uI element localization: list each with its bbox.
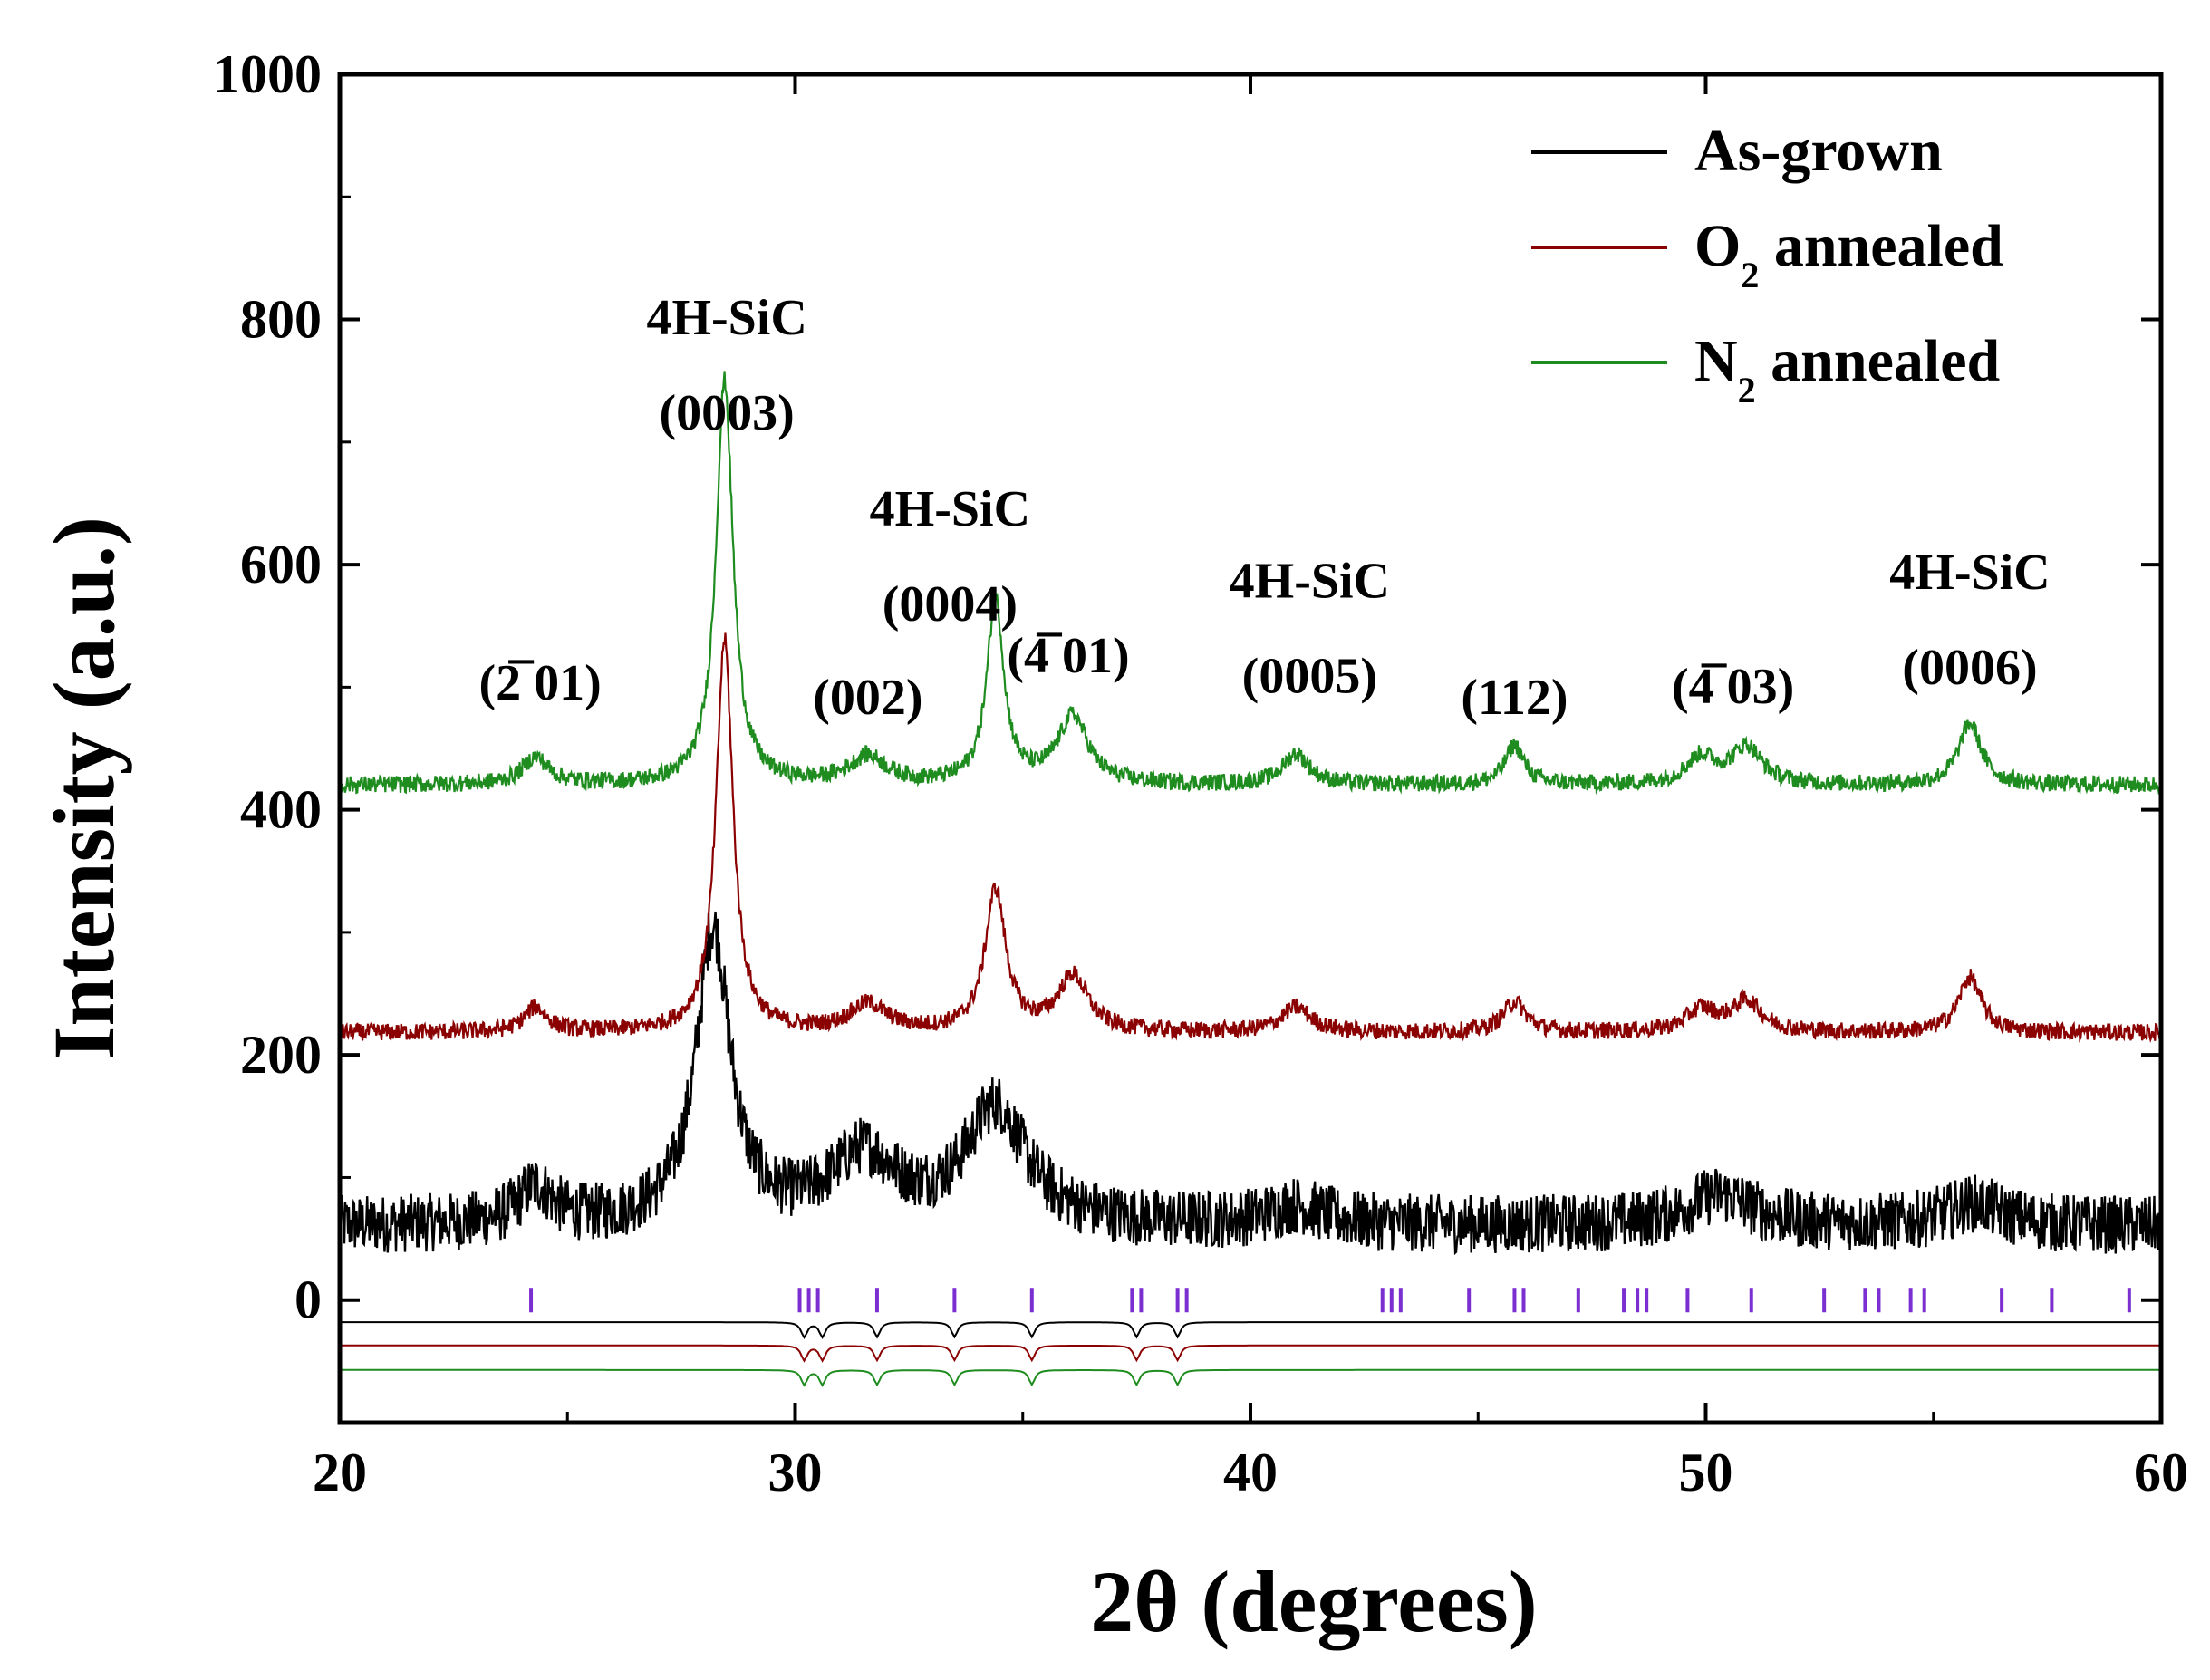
y-tick-label: 0	[294, 1270, 322, 1330]
peak-label-line: (002)	[813, 670, 922, 726]
peak-label-403: (4̅ 03)	[1672, 659, 1794, 715]
peak-label-line: (4̅ 03)	[1672, 659, 1794, 715]
series-line-n2-annealed	[338, 371, 2162, 796]
peak-label-201: (2̅ 01)	[478, 655, 601, 711]
peak-label-002: (002)	[813, 670, 922, 726]
peak-label-line: (0005)	[1242, 649, 1377, 705]
y-tick-label: 200	[240, 1025, 322, 1085]
legend-label: O2 annealed	[1694, 213, 2003, 295]
peak-label-line: (0006)	[1902, 640, 2037, 696]
x-tick-label: 60	[2134, 1443, 2188, 1502]
y-tick-label: 600	[240, 535, 322, 594]
difference-lines-group	[340, 1321, 2161, 1387]
series-line-o2-annealed	[339, 632, 2163, 1044]
peak-label-0004: 4H-SiC (0004)	[870, 481, 1030, 632]
series-line-as-grown	[338, 911, 2163, 1256]
peak-label-line: (0003)	[659, 385, 794, 441]
y-tick-label: 400	[240, 780, 322, 840]
legend-label: As-grown	[1694, 118, 1943, 184]
difference-line	[340, 1321, 2161, 1340]
x-tick-label: 20	[313, 1443, 367, 1502]
peak-label-line: 4H-SiC	[1230, 554, 1390, 610]
peak-label-0006: 4H-SiC (0006)	[1889, 545, 2050, 696]
peak-label-line: (0004)	[883, 576, 1018, 632]
annotations-group: (2̅ 01)4H-SiC(0003)(002)4H-SiC(0004)(4̅ …	[478, 290, 2050, 726]
peak-label-line: 4H-SiC	[1889, 545, 2050, 601]
peak-label-line: (112)	[1461, 670, 1568, 726]
x-tick-label: 50	[1679, 1443, 1733, 1502]
peak-label-0005: 4H-SiC (0005)	[1230, 554, 1390, 705]
peak-label-line: 4H-SiC	[646, 290, 806, 346]
x-axis-title: 2θ (degrees)	[1090, 1553, 1538, 1650]
peak-label-0003: 4H-SiC (0003)	[646, 290, 806, 441]
legend: As-grown O2 annealed N2 annealed	[1531, 118, 2003, 410]
series-group	[338, 371, 2163, 1256]
legend-label: N2 annealed	[1694, 328, 2000, 410]
peak-label-line: (4̅ 01)	[1007, 628, 1129, 684]
peak-label-line: (2̅ 01)	[478, 655, 601, 711]
y-tick-label: 1000	[213, 44, 322, 104]
peak-label-line: 4H-SiC	[870, 481, 1030, 537]
peak-label-112: (112)	[1461, 670, 1568, 726]
difference-line	[340, 1368, 2161, 1387]
x-tick-label: 40	[1223, 1443, 1278, 1502]
y-tick-label: 800	[240, 290, 322, 350]
x-tick-label: 30	[768, 1443, 823, 1502]
y-axis-title: Intensity (a.u.)	[35, 517, 132, 1060]
difference-line	[340, 1344, 2161, 1363]
peak-label-401: (4̅ 01)	[1007, 628, 1129, 684]
